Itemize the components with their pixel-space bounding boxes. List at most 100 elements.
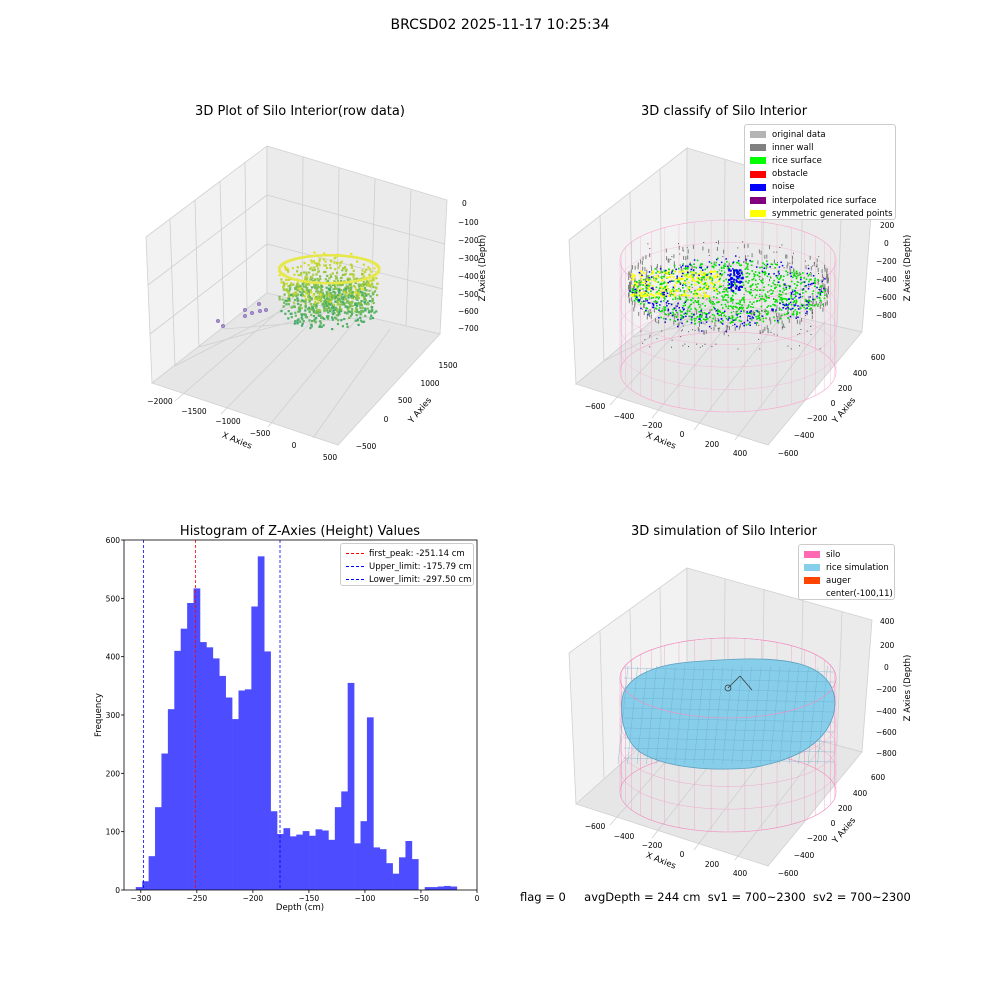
raw-point (287, 317, 290, 320)
raw-point (326, 309, 329, 312)
symmetric-point (662, 295, 665, 298)
noise-point (737, 281, 740, 284)
inner-wall-point (630, 269, 632, 274)
inner-wall-point (739, 323, 741, 328)
rice-surface-point (716, 310, 719, 312)
raw-point (330, 254, 333, 257)
raw-point (315, 290, 318, 293)
inner-wall-point (655, 318, 656, 323)
raw-point (297, 283, 300, 286)
rice-surface-point (634, 295, 637, 297)
rice-surface-point (656, 305, 658, 307)
raw-point (308, 255, 312, 258)
noise-point (775, 275, 777, 277)
noise-point (682, 316, 685, 318)
noise-point (805, 285, 807, 287)
histogram-bar (373, 847, 381, 890)
rice-surface-point (786, 271, 789, 274)
rice-surface-point (679, 309, 681, 312)
noise-point (739, 281, 741, 284)
histogram-ytick-label: 200 (106, 769, 121, 778)
raw-point (348, 278, 352, 281)
rice-surface-point (713, 314, 716, 317)
raw-point (310, 266, 313, 269)
raw-point (363, 302, 367, 305)
inner-wall-point (683, 255, 685, 260)
symmetric-point (698, 273, 700, 276)
symmetric-point (700, 288, 703, 290)
rice-surface-point (698, 321, 700, 323)
raw-point (355, 308, 358, 311)
inner-wall-point (770, 320, 772, 325)
noise-point (743, 321, 746, 324)
inner-wall-point (751, 253, 753, 258)
histogram-x-ticks: −300 −250 −200 −150 −100 −50 0 (131, 890, 480, 903)
original-point (773, 251, 775, 253)
rice-surface-point (645, 287, 647, 289)
raw-point (339, 281, 343, 285)
raw-point (338, 313, 341, 316)
raw-point (372, 291, 375, 294)
rice-surface-point (705, 273, 707, 276)
raw-point (302, 282, 305, 285)
raw-point (339, 254, 343, 257)
symmetric-point (669, 280, 672, 283)
symmetric-point (652, 279, 655, 282)
rice-surface-point (635, 295, 638, 297)
inner-wall-point (628, 297, 630, 302)
inner-wall-point (716, 246, 718, 251)
raw-point (364, 307, 367, 310)
rice-surface-point (703, 283, 706, 285)
inner-wall-point (651, 266, 652, 271)
raw-point (373, 267, 376, 270)
rice-surface-point (817, 303, 820, 306)
rice-surface-point (781, 299, 783, 302)
rice-surface-point (718, 314, 720, 317)
raw-point (296, 270, 299, 273)
sim-ztick: 400 (880, 617, 895, 626)
raw-point (378, 267, 381, 270)
raw-point (314, 321, 317, 324)
symmetric-point (700, 273, 703, 276)
symmetric-point (673, 284, 676, 287)
raw-point (358, 288, 361, 291)
symmetric-point (631, 273, 634, 275)
rice-surface-point (752, 283, 754, 286)
rice-surface-point (689, 315, 691, 318)
raw-point (299, 273, 302, 277)
noise-point (740, 310, 742, 312)
rice-surface-point (772, 290, 774, 292)
noise-point (809, 283, 812, 286)
symmetric-point (683, 271, 685, 273)
inner-wall-point (630, 280, 632, 285)
noise-point (789, 272, 792, 275)
raw-point (326, 282, 329, 285)
rice-surface-point (697, 300, 699, 302)
noise-point (727, 319, 729, 321)
raw-point (336, 303, 339, 306)
sim-xtick: −400 (614, 832, 635, 841)
rice-surface-point (699, 264, 702, 267)
noise-point (812, 275, 815, 277)
noise-point (761, 270, 764, 273)
rice-surface-point (769, 276, 772, 279)
rice-surface-point (676, 311, 678, 314)
histogram-bar (379, 849, 387, 890)
rice-surface-point (756, 322, 759, 324)
raw-point (358, 285, 361, 288)
original-point (641, 308, 643, 310)
raw-point (315, 311, 318, 314)
rice-surface-point (790, 304, 793, 306)
original-point (680, 336, 682, 338)
original-point (769, 280, 771, 282)
rice-surface-point (746, 265, 749, 268)
raw-point (305, 288, 308, 292)
histogram-bar (411, 859, 419, 890)
raw-point (294, 314, 297, 317)
noise-point (737, 273, 740, 276)
raw-point (313, 266, 316, 269)
rice-simulation-surface (617, 658, 836, 770)
rice-surface-point (700, 308, 703, 310)
symmetric-point (644, 295, 647, 297)
